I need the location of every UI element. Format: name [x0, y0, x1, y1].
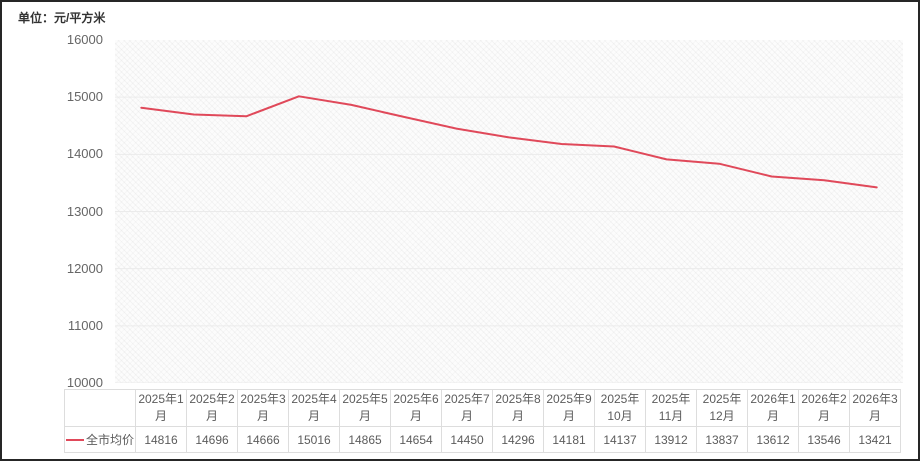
table-header-cell: 2025年11月	[645, 389, 698, 427]
table-header-cell: 2025年2月	[186, 389, 239, 427]
legend-line-icon	[66, 438, 84, 441]
table-value-cell: 14654	[390, 426, 443, 453]
table-header-cell: 2026年3月	[849, 389, 902, 427]
table-value-cell: 13546	[798, 426, 851, 453]
table-header-cell: 2025年7月	[441, 389, 494, 427]
plot-area	[115, 40, 903, 383]
table-header-cell: 2025年12月	[696, 389, 749, 427]
table-header-cell: 2026年2月	[798, 389, 851, 427]
table-value-cell: 14137	[594, 426, 647, 453]
table-value-cell: 13912	[645, 426, 698, 453]
table-header-cell: 2025年6月	[390, 389, 443, 427]
table-header-cell: 2025年1月	[135, 389, 188, 427]
table-value-cell: 15016	[288, 426, 341, 453]
y-axis-tick-label: 15000	[66, 89, 103, 105]
price-line-series	[140, 95, 878, 189]
y-axis-tick-label: 11000	[67, 317, 103, 333]
y-axis-tick-label: 14000	[66, 146, 103, 162]
table-value-cell: 14816	[135, 426, 188, 453]
unit-label: 单位：元/平方米	[18, 11, 106, 25]
table-value-cell: 14865	[339, 426, 392, 453]
table-header-cell: 2025年9月	[543, 389, 596, 427]
table-value-cell: 13612	[747, 426, 800, 453]
price-trend-chart	[115, 95, 903, 383]
y-axis-tick-label: 10000	[66, 375, 103, 390]
table-header-cell: 2025年8月	[492, 389, 545, 427]
table-value-cell: 14296	[492, 426, 545, 453]
table-header-cell: 2025年3月	[237, 389, 290, 427]
y-axis: 16000 15000 14000 13000 12000 11000 10000	[2, 2, 103, 459]
table-value-row: 全市均价 14816 14696 14666 15016 14865 14654 14450…	[63, 426, 902, 453]
table-header-cell: 2025年4月	[288, 389, 341, 427]
table-header-cell: 2025年5月	[339, 389, 392, 427]
table-header-cell: 2026年1月	[747, 389, 800, 427]
corner-cell	[63, 389, 137, 427]
table-header-row: 2025年1月 2025年2月 2025年3月 2025年4月 2025年5月 2025年…	[63, 389, 902, 427]
y-axis-tick-label: 16000	[66, 32, 103, 47]
legend-label: 全市均价	[86, 433, 135, 447]
table-value-cell: 13837	[696, 426, 749, 453]
table-header-cell: 2025年10月	[594, 389, 647, 427]
data-table: 2025年1月 2025年2月 2025年3月 2025年4月 2025年5月 2025年…	[63, 389, 902, 453]
table-value-cell: 13421	[849, 426, 902, 453]
legend-cell: 全市均价	[63, 426, 137, 453]
table-value-cell: 14666	[237, 426, 290, 453]
table-value-cell: 14696	[186, 426, 239, 453]
y-axis-tick-label: 12000	[66, 260, 103, 276]
y-axis-tick-label: 13000	[66, 203, 103, 219]
table-value-cell: 14181	[543, 426, 596, 453]
table-value-cell: 14450	[441, 426, 494, 453]
